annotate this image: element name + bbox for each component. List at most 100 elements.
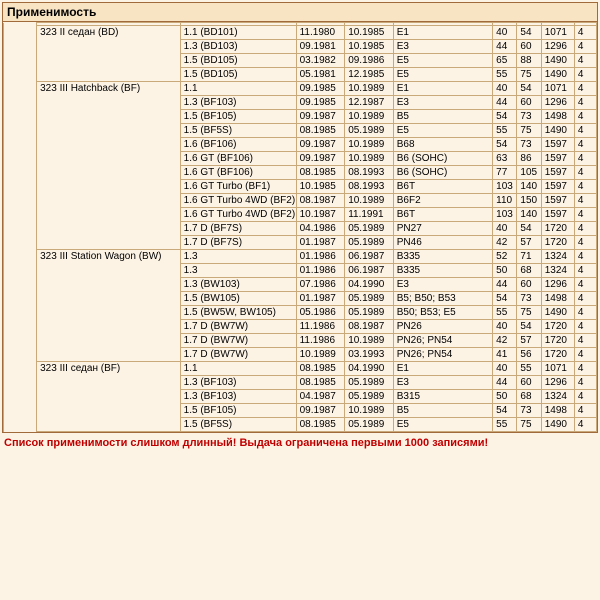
- engine-cell: B5; B50; B53: [393, 292, 492, 306]
- date-to: 05.1989: [345, 390, 394, 404]
- engine-cell: E5: [393, 418, 492, 432]
- table-row: 323 III седан (BF)1.108.198504.1990E1405…: [4, 362, 597, 376]
- num-cell: 54: [517, 82, 541, 96]
- spec-cell: 1.5 (BD105): [180, 54, 296, 68]
- num-cell: 1720: [541, 222, 574, 236]
- spec-cell: 1.3 (BF103): [180, 390, 296, 404]
- num-cell: 60: [517, 376, 541, 390]
- num-cell: 4: [574, 208, 596, 222]
- engine-cell: B315: [393, 390, 492, 404]
- date-from: 01.1986: [296, 264, 345, 278]
- engine-cell: PN26; PN54: [393, 334, 492, 348]
- num-cell: 1071: [541, 26, 574, 40]
- engine-cell: E3: [393, 278, 492, 292]
- num-cell: 1490: [541, 54, 574, 68]
- num-cell: 4: [574, 138, 596, 152]
- date-from: 10.1985: [296, 180, 345, 194]
- num-cell: 57: [517, 236, 541, 250]
- num-cell: 4: [574, 404, 596, 418]
- engine-cell: PN27: [393, 222, 492, 236]
- date-from: 09.1981: [296, 40, 345, 54]
- engine-cell: B6T: [393, 180, 492, 194]
- num-cell: 75: [517, 68, 541, 82]
- engine-cell: B5: [393, 404, 492, 418]
- date-to: 05.1989: [345, 376, 394, 390]
- date-to: 05.1989: [345, 124, 394, 138]
- num-cell: 4: [574, 40, 596, 54]
- num-cell: 4: [574, 292, 596, 306]
- model-cell: 323 III седан (BF): [37, 362, 181, 432]
- spec-cell: 1.3: [180, 250, 296, 264]
- num-cell: 1597: [541, 166, 574, 180]
- date-to: 10.1989: [345, 334, 394, 348]
- section-title: Применимость: [3, 3, 597, 22]
- num-cell: 4: [574, 180, 596, 194]
- date-to: 05.1989: [345, 306, 394, 320]
- date-to: 05.1989: [345, 418, 394, 432]
- date-to: 11.1991: [345, 208, 394, 222]
- date-to: 09.1986: [345, 54, 394, 68]
- num-cell: 75: [517, 418, 541, 432]
- num-cell: 68: [517, 264, 541, 278]
- date-from: 11.1986: [296, 334, 345, 348]
- date-from: 08.1985: [296, 418, 345, 432]
- date-from: 08.1985: [296, 124, 345, 138]
- engine-cell: E3: [393, 40, 492, 54]
- model-cell: 323 III Hatchback (BF): [37, 82, 181, 250]
- num-cell: 103: [493, 180, 517, 194]
- spec-cell: 1.1: [180, 362, 296, 376]
- model-cell: 323 III Station Wagon (BW): [37, 250, 181, 362]
- date-from: 08.1985: [296, 166, 345, 180]
- engine-cell: B68: [393, 138, 492, 152]
- engine-cell: B6 (SOHC): [393, 166, 492, 180]
- num-cell: 4: [574, 96, 596, 110]
- num-cell: 4: [574, 222, 596, 236]
- num-cell: 1498: [541, 292, 574, 306]
- date-from: 08.1987: [296, 194, 345, 208]
- date-from: 01.1987: [296, 236, 345, 250]
- date-to: 06.1987: [345, 250, 394, 264]
- num-cell: 1720: [541, 334, 574, 348]
- spec-cell: 1.6 GT Turbo 4WD (BF2): [180, 208, 296, 222]
- spec-cell: 1.6 GT Turbo 4WD (BF2): [180, 194, 296, 208]
- num-cell: 54: [517, 320, 541, 334]
- num-cell: 50: [493, 390, 517, 404]
- num-cell: 41: [493, 348, 517, 362]
- spec-cell: 1.3: [180, 264, 296, 278]
- spec-cell: 1.5 (BF5S): [180, 418, 296, 432]
- engine-cell: B6F2: [393, 194, 492, 208]
- num-cell: 1490: [541, 124, 574, 138]
- date-from: 05.1986: [296, 306, 345, 320]
- num-cell: 40: [493, 362, 517, 376]
- date-to: 03.1993: [345, 348, 394, 362]
- num-cell: 4: [574, 278, 596, 292]
- num-cell: 50: [493, 264, 517, 278]
- num-cell: 1071: [541, 82, 574, 96]
- num-cell: 55: [493, 306, 517, 320]
- date-to: 10.1989: [345, 138, 394, 152]
- engine-cell: E1: [393, 26, 492, 40]
- num-cell: 1597: [541, 208, 574, 222]
- engine-cell: E1: [393, 362, 492, 376]
- num-cell: 40: [493, 320, 517, 334]
- date-from: 05.1981: [296, 68, 345, 82]
- date-from: 09.1985: [296, 96, 345, 110]
- num-cell: 73: [517, 292, 541, 306]
- spec-cell: 1.5 (BF5S): [180, 124, 296, 138]
- date-from: 08.1985: [296, 376, 345, 390]
- spec-cell: 1.6 GT (BF106): [180, 166, 296, 180]
- num-cell: 60: [517, 96, 541, 110]
- num-cell: 4: [574, 264, 596, 278]
- num-cell: 68: [517, 390, 541, 404]
- engine-cell: B6T: [393, 208, 492, 222]
- num-cell: 71: [517, 250, 541, 264]
- engine-cell: E3: [393, 376, 492, 390]
- applicability-table: 323 II седан (BD)1.1 (BD101)11.198010.19…: [3, 22, 597, 432]
- num-cell: 42: [493, 236, 517, 250]
- num-cell: 1498: [541, 110, 574, 124]
- num-cell: 44: [493, 40, 517, 54]
- num-cell: 4: [574, 418, 596, 432]
- num-cell: 54: [517, 26, 541, 40]
- spec-cell: 1.7 D (BW7W): [180, 320, 296, 334]
- engine-cell: PN26; PN54: [393, 348, 492, 362]
